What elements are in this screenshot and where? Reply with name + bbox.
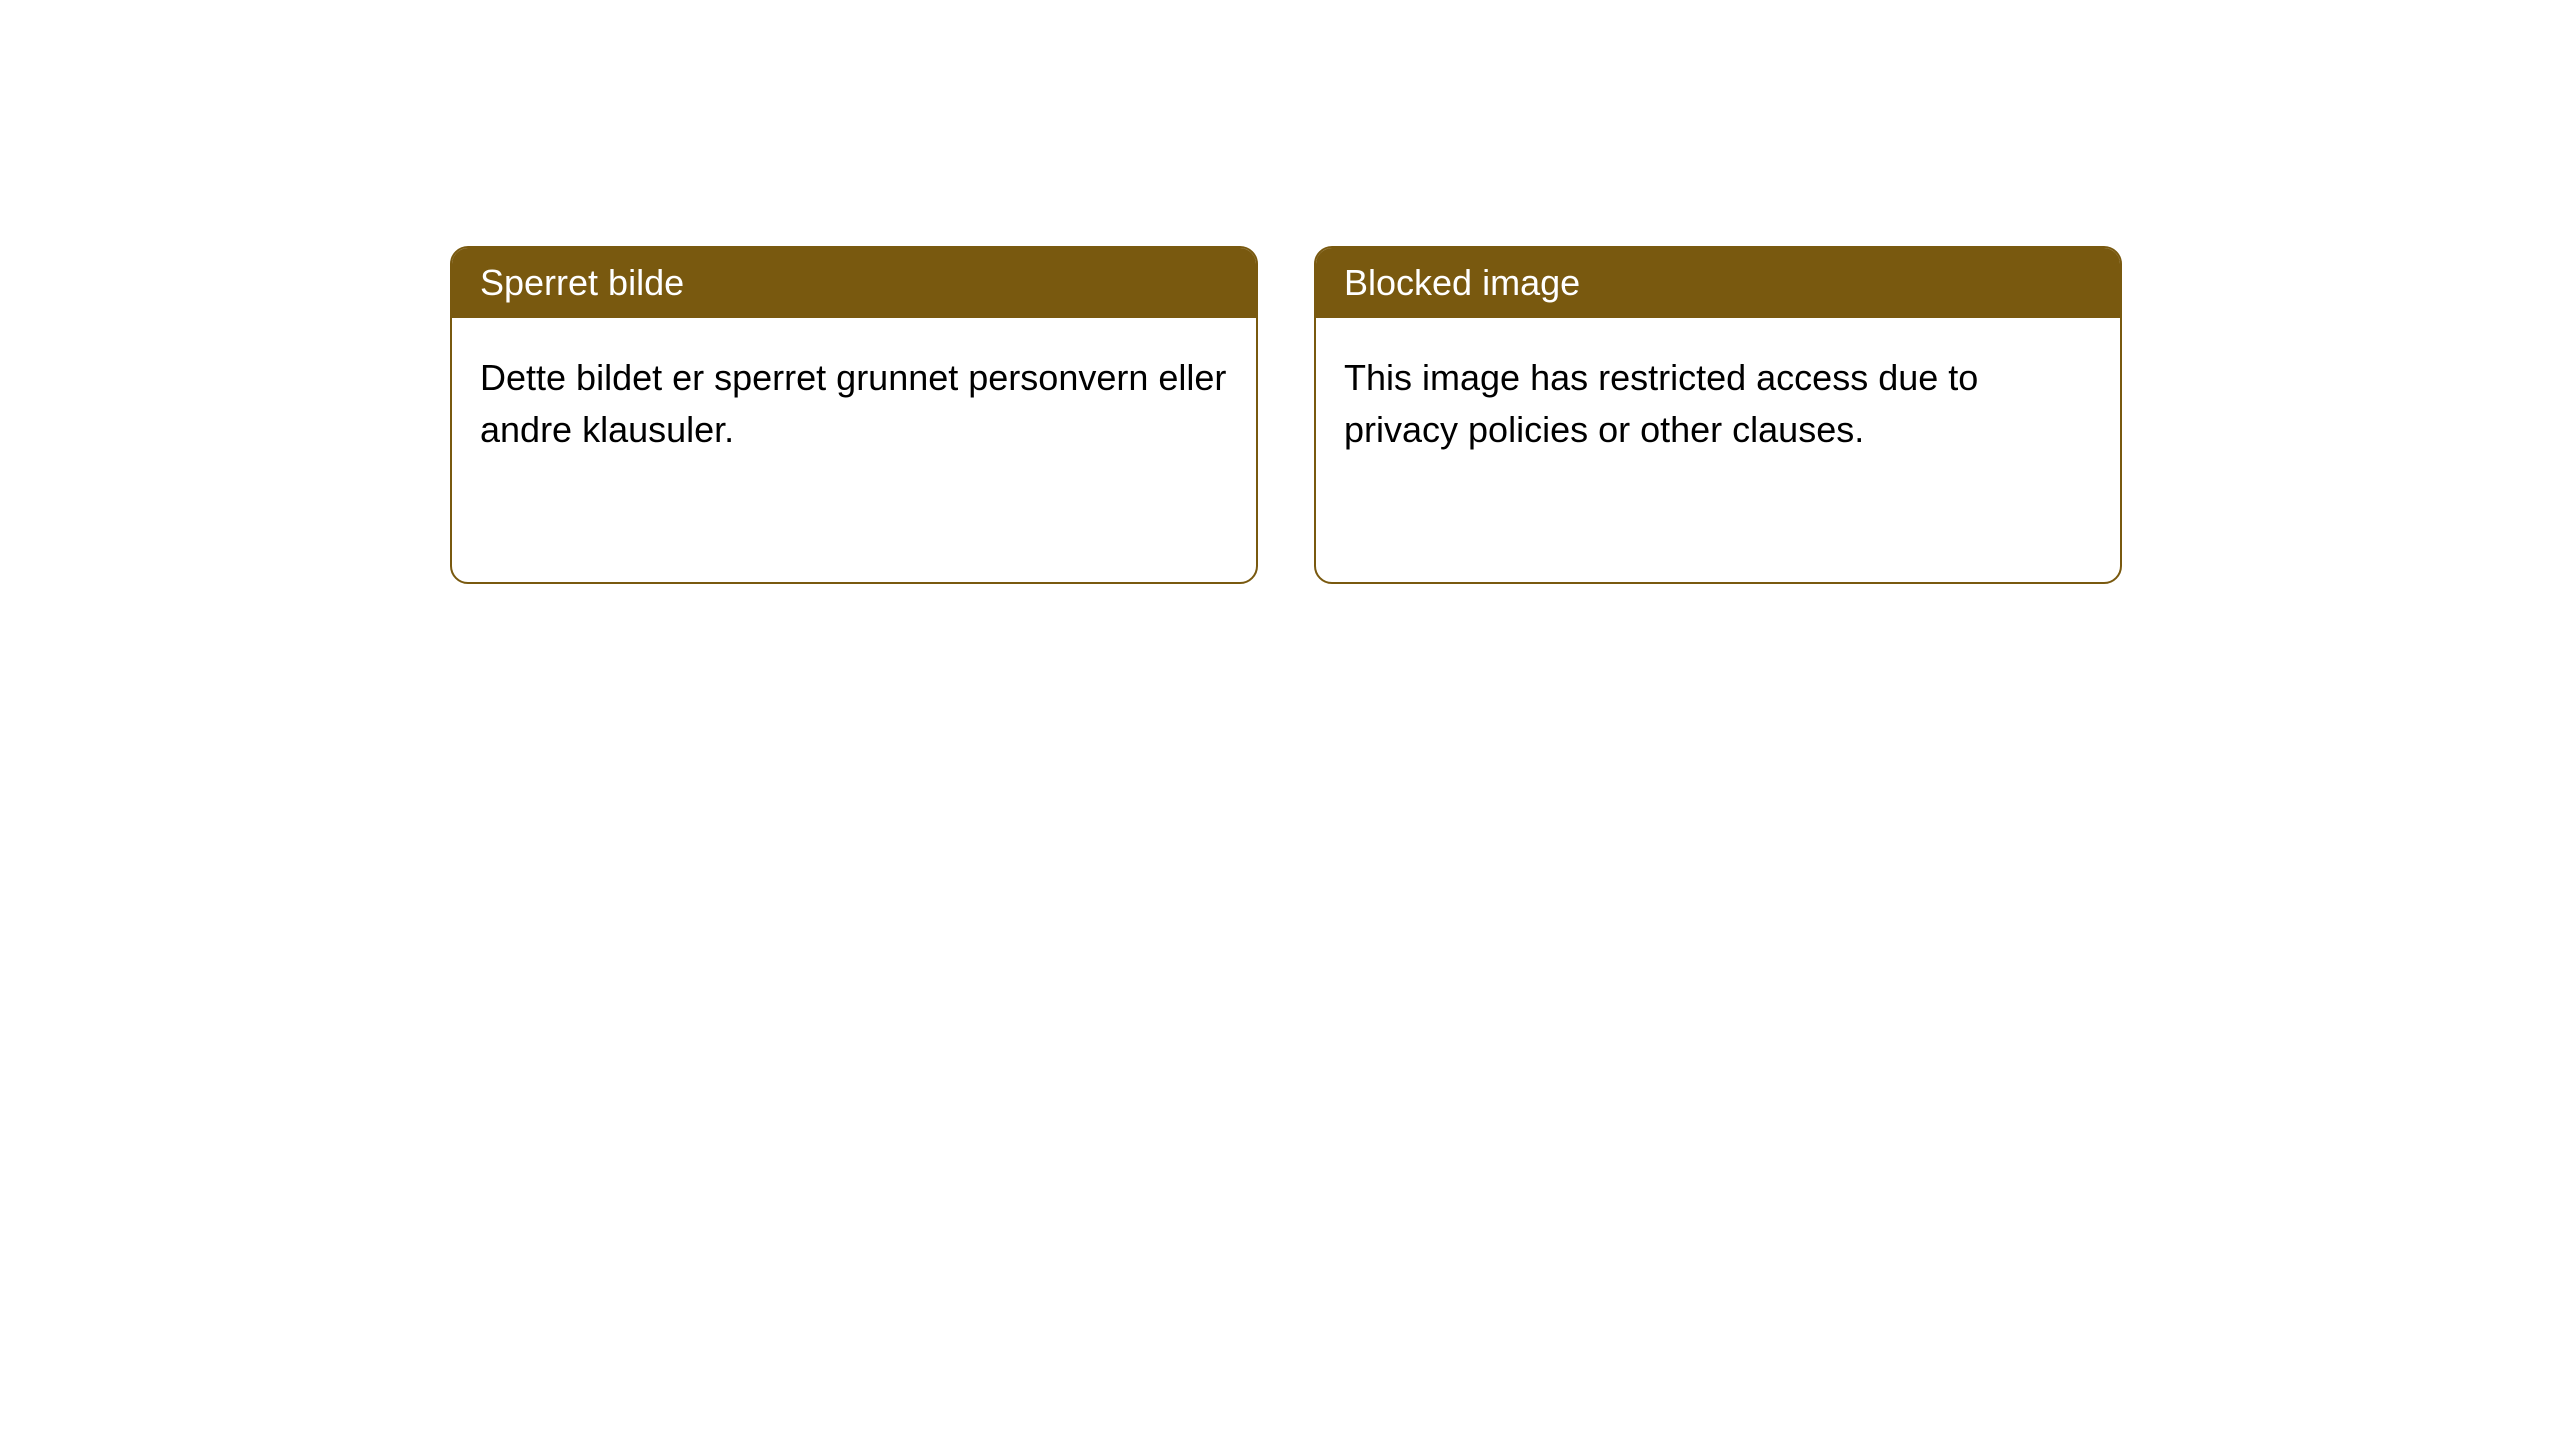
- notice-card-norwegian: Sperret bilde Dette bildet er sperret gr…: [450, 246, 1258, 584]
- notice-container: Sperret bilde Dette bildet er sperret gr…: [0, 0, 2560, 584]
- notice-card-english: Blocked image This image has restricted …: [1314, 246, 2122, 584]
- notice-card-title: Sperret bilde: [452, 248, 1256, 318]
- notice-card-body: This image has restricted access due to …: [1316, 318, 2120, 582]
- notice-card-title: Blocked image: [1316, 248, 2120, 318]
- notice-card-body: Dette bildet er sperret grunnet personve…: [452, 318, 1256, 582]
